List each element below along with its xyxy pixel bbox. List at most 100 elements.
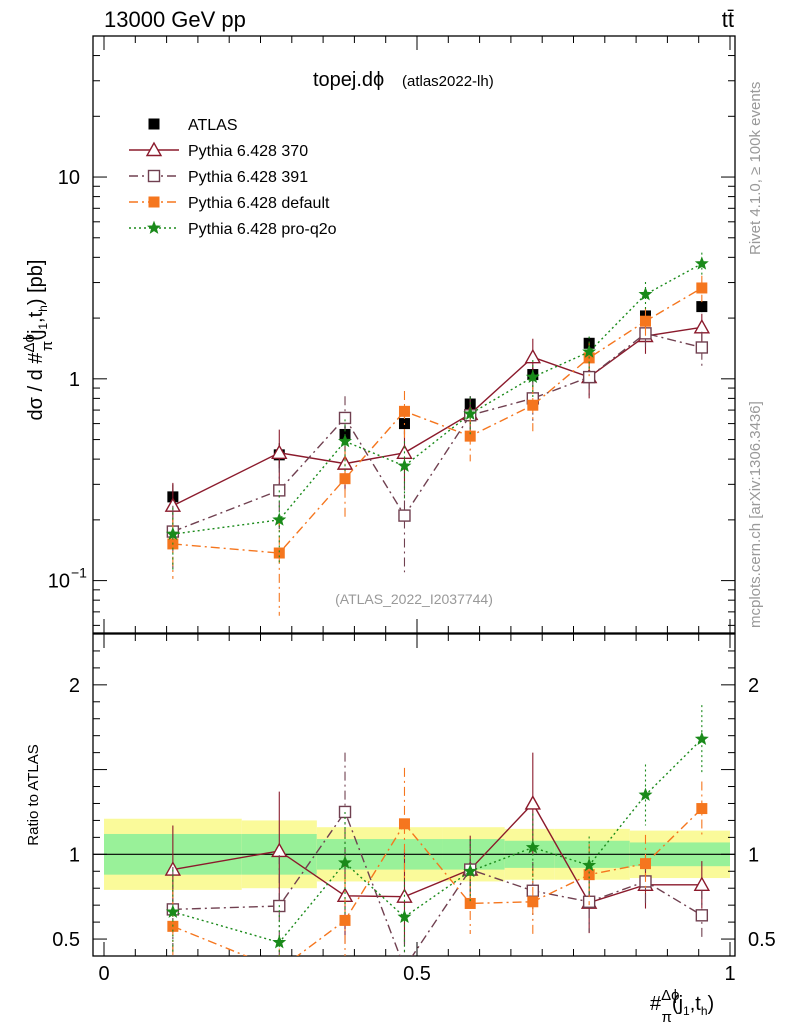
process-label: tt̄ [722, 7, 734, 32]
ratio-data-point [398, 818, 410, 830]
data-point [398, 509, 411, 522]
data-point [696, 301, 708, 313]
legend-item-pythia-6-428-pro-q2o: Pythia 6.428 pro-q2o [129, 220, 337, 238]
legend-label: ATLAS [188, 117, 238, 134]
ratio-uncertainty-bands [93, 818, 735, 890]
series-atlas [167, 301, 708, 512]
data-point [271, 444, 288, 459]
y-tick-label-main: 1 [69, 369, 80, 391]
legend-label: Pythia 6.428 370 [188, 143, 308, 160]
ratio-data-point [639, 858, 651, 870]
ratio-data-point [165, 904, 180, 918]
data-point [398, 405, 410, 417]
ratio-data-point [693, 876, 711, 892]
series-line [172, 263, 703, 535]
y-tick-label-ratio-right: 1 [748, 844, 759, 866]
y-tick-label-ratio: 0.5 [52, 929, 80, 951]
analysis-id-label: (ATLAS_2022_I2037744) [335, 591, 493, 607]
x-tick-label: 0 [98, 963, 109, 985]
ratio-data-point [524, 795, 542, 810]
ratio-data-point [638, 787, 653, 801]
data-point [339, 473, 351, 485]
data-point [693, 318, 711, 334]
ratio-data-point [695, 909, 709, 922]
legend-marker [147, 220, 161, 234]
series-line [172, 287, 703, 554]
y-tick-label-main: 10 [58, 167, 80, 189]
legend-item-pythia-6-428-default: Pythia 6.428 default [129, 195, 330, 212]
series-pythia-6-428-391 [166, 318, 709, 573]
series-pythia-6-428-pro-q2o [165, 252, 709, 573]
y-tick-label-main: 10 [48, 571, 70, 593]
ratio-data-point [272, 935, 287, 949]
legend-marker [148, 118, 160, 130]
data-point [338, 434, 352, 448]
ratio-data-point [464, 897, 476, 909]
ratio-data-point [694, 731, 709, 746]
data-point [582, 370, 596, 384]
data-point [272, 512, 287, 526]
ratio-series-pythia-6-428-pro-q2o [165, 705, 709, 956]
series-line [172, 326, 702, 507]
data-point [273, 547, 285, 559]
legend-item-pythia-6-428-370: Pythia 6.428 370 [129, 141, 308, 160]
x-axis-label: #Δϕ π(j1,th) [650, 987, 714, 1024]
ratio-data-point [397, 909, 412, 923]
ratio-series-line [172, 810, 703, 956]
ratio-data-point [583, 869, 595, 881]
y-tick-label-ratio: 2 [69, 675, 80, 697]
data-point [527, 399, 539, 411]
ratio-data-point [463, 863, 478, 878]
legend-marker [145, 141, 163, 157]
rivet-version-label: Rivet 4.1.0, ≥ 100k events [747, 82, 764, 255]
beam-label: 13000 GeV pp [104, 7, 246, 32]
data-point [525, 369, 540, 384]
ratio-data-point [338, 855, 352, 869]
ratio-series-line [172, 738, 703, 944]
series-pythia-6-428-default [167, 275, 708, 616]
y-axis-label-ratio: Ratio to ATLAS [25, 744, 42, 845]
legend-marker [148, 196, 160, 208]
data-point [639, 315, 651, 327]
data-point [338, 411, 352, 425]
x-tick-label: 0.5 [403, 963, 431, 985]
y-tick-label-ratio-right: 0.5 [748, 929, 776, 951]
y-axis-label-main: dσ / d #Δϕπ(j1,th) [pb] [21, 260, 56, 421]
main-panel-frame [92, 35, 736, 634]
data-point [397, 458, 412, 472]
legend: ATLAS Pythia 6.428 370 Pythia 6.428 391 Pyt… [129, 117, 337, 238]
series-line [172, 332, 703, 533]
legend-label: Pythia 6.428 default [188, 195, 330, 212]
mcplots-site-label: mcplots.cern.ch [arXiv:1306.3436] [747, 401, 764, 628]
data-point [582, 344, 597, 358]
ratio-panel-frame [92, 633, 736, 957]
legend-label: Pythia 6.428 pro-q2o [188, 221, 337, 238]
y-tick-label-ratio: 1 [69, 844, 80, 866]
ratio-data-point [339, 914, 351, 926]
plot-subtitle: (atlas2022-lh) [402, 73, 494, 90]
ratio-panel-series [164, 705, 711, 975]
plot-title: topej.dϕ [313, 69, 384, 91]
legend-item-atlas: ATLAS [148, 117, 238, 134]
ratio-data-point [582, 858, 597, 872]
data-point [695, 341, 709, 354]
main-panel-series [164, 252, 711, 616]
legend-label: Pythia 6.428 391 [188, 169, 308, 186]
data-point [694, 256, 709, 270]
data-point [464, 430, 476, 442]
y-tick-label-main-exponent: −1 [71, 565, 87, 581]
data-point [638, 287, 653, 301]
legend-item-pythia-6-428-391: Pythia 6.428 391 [129, 169, 308, 186]
ratio-data-point [527, 896, 539, 908]
y-tick-label-ratio-right: 2 [748, 675, 759, 697]
y-axis-label-main-text: dσ / d #Δϕπ(j1,th) [pb] [21, 260, 56, 421]
ratio-data-point [525, 840, 540, 854]
data-point [165, 526, 180, 541]
data-point [524, 348, 542, 364]
ratio-data-point [696, 803, 708, 815]
ratio-data-point [274, 964, 285, 975]
data-point [336, 455, 354, 470]
